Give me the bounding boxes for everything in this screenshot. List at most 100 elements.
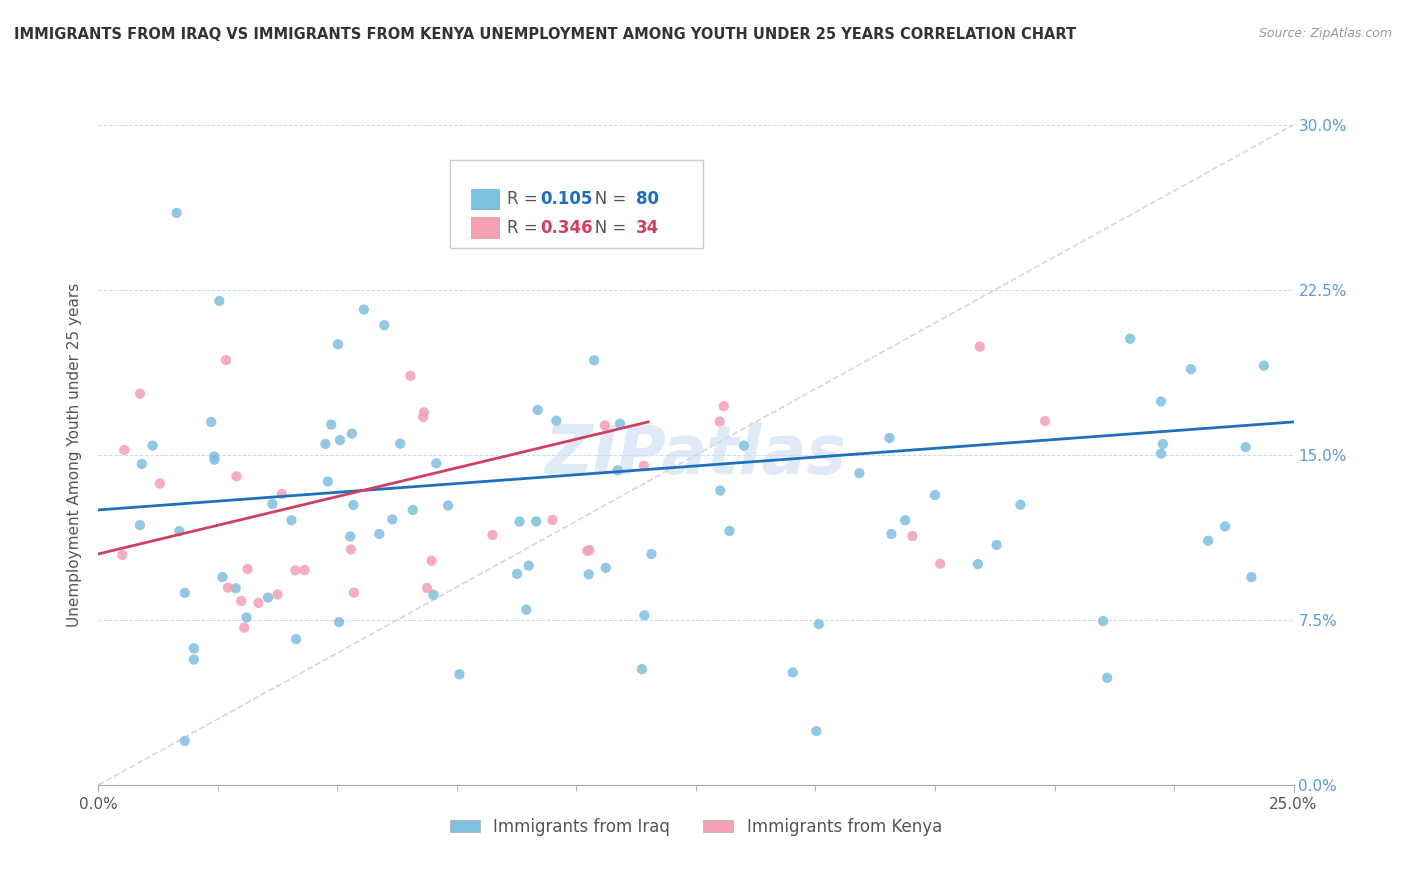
Point <box>1234 440 1257 454</box>
Point <box>1152 437 1174 451</box>
Point <box>342 498 364 512</box>
Point <box>389 436 412 450</box>
Text: N =: N = <box>579 190 631 209</box>
Point <box>593 418 616 433</box>
Point <box>343 585 366 599</box>
Point <box>381 512 404 526</box>
Point <box>583 353 606 368</box>
Point <box>526 403 548 417</box>
Point <box>806 724 828 739</box>
Point <box>420 554 443 568</box>
Point <box>183 641 205 656</box>
Point <box>412 410 434 425</box>
Point <box>848 466 870 480</box>
Point <box>640 547 662 561</box>
Point <box>524 515 547 529</box>
Text: R =: R = <box>508 219 543 237</box>
Point <box>413 405 436 419</box>
Text: N =: N = <box>579 219 631 237</box>
Point <box>284 563 307 577</box>
Point <box>606 463 628 477</box>
Point <box>353 302 375 317</box>
Point <box>1253 359 1275 373</box>
Point <box>517 558 540 573</box>
Point <box>280 513 302 527</box>
Point <box>129 518 152 533</box>
Point <box>1150 394 1173 409</box>
Point <box>173 734 195 748</box>
Text: IMMIGRANTS FROM IRAQ VS IMMIGRANTS FROM KENYA UNEMPLOYMENT AMONG YOUTH UNDER 25 : IMMIGRANTS FROM IRAQ VS IMMIGRANTS FROM … <box>14 27 1076 42</box>
Point <box>167 524 190 538</box>
Point <box>508 515 530 529</box>
Point <box>328 615 350 629</box>
Point <box>183 652 205 666</box>
Point <box>609 417 631 431</box>
Point <box>217 581 239 595</box>
Point <box>633 458 655 473</box>
Text: Source: ZipAtlas.com: Source: ZipAtlas.com <box>1258 27 1392 40</box>
Point <box>329 433 352 447</box>
Point <box>631 662 654 676</box>
Point <box>202 450 225 464</box>
Point <box>368 527 391 541</box>
Point <box>285 632 308 647</box>
Point <box>208 293 231 308</box>
Point <box>316 475 339 489</box>
Point <box>399 368 422 383</box>
Point <box>425 456 447 470</box>
Point <box>173 586 195 600</box>
Point <box>215 353 238 368</box>
Point <box>1180 362 1202 376</box>
Point <box>1240 570 1263 584</box>
Point <box>235 610 257 624</box>
Point <box>969 340 991 354</box>
Point <box>225 582 247 596</box>
Point <box>236 562 259 576</box>
Point <box>416 581 439 595</box>
Point <box>1033 414 1056 428</box>
Point <box>314 437 336 451</box>
Point <box>112 442 135 457</box>
Point <box>1095 671 1118 685</box>
Point <box>578 567 600 582</box>
Point <box>880 527 903 541</box>
Point <box>546 414 568 428</box>
Text: 0.105: 0.105 <box>541 190 593 209</box>
Point <box>1010 498 1032 512</box>
Point <box>578 543 600 558</box>
Point <box>1213 519 1236 533</box>
Point <box>515 602 537 616</box>
Point <box>200 415 222 429</box>
Point <box>709 483 731 498</box>
Point <box>929 557 952 571</box>
Point <box>1197 533 1219 548</box>
Text: 0.346: 0.346 <box>541 219 593 237</box>
Point <box>506 566 529 581</box>
Point <box>894 513 917 527</box>
Text: R =: R = <box>508 190 543 209</box>
Point <box>131 457 153 471</box>
Point <box>422 588 444 602</box>
Point <box>1150 447 1173 461</box>
Point <box>204 452 226 467</box>
Point <box>1092 614 1115 628</box>
Point <box>266 587 288 601</box>
Point <box>633 608 655 623</box>
Point <box>481 528 503 542</box>
Point <box>718 524 741 538</box>
Point <box>966 557 988 571</box>
Point <box>233 621 256 635</box>
Point <box>340 426 363 441</box>
Point <box>901 529 924 543</box>
Point <box>449 667 471 681</box>
Legend: Immigrants from Iraq, Immigrants from Kenya: Immigrants from Iraq, Immigrants from Ke… <box>443 812 949 843</box>
Point <box>595 561 617 575</box>
Point <box>879 431 901 445</box>
Point <box>211 570 233 584</box>
Text: 80: 80 <box>637 190 659 209</box>
Point <box>986 538 1008 552</box>
Point <box>541 513 564 527</box>
Point <box>437 499 460 513</box>
Point <box>807 617 830 632</box>
Point <box>326 337 349 351</box>
